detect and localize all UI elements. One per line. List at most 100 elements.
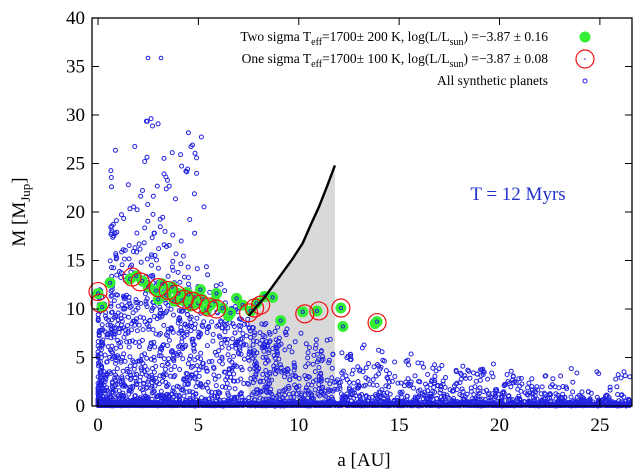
synthetic-planet-point <box>278 365 284 370</box>
synthetic-planet-point <box>205 272 211 278</box>
synthetic-planet-point <box>120 400 126 406</box>
synthetic-planet-point <box>415 388 421 394</box>
synthetic-planet-point <box>99 382 105 388</box>
synthetic-planet-point <box>209 393 215 399</box>
synthetic-planet-point <box>359 345 365 351</box>
synthetic-planet-point <box>503 381 509 387</box>
synthetic-planet-point <box>111 334 117 340</box>
x-tick-label: 20 <box>490 415 509 436</box>
synthetic-planet-point <box>185 361 191 367</box>
synthetic-planet-point <box>468 388 474 394</box>
synthetic-planet-point <box>143 301 149 307</box>
synthetic-planet-point <box>440 381 446 387</box>
synthetic-planet-point <box>213 383 219 389</box>
synthetic-planet-point <box>119 376 125 382</box>
synthetic-planet-point <box>314 351 320 357</box>
synthetic-planet-point <box>296 376 302 381</box>
synthetic-planet-point <box>330 351 336 357</box>
synthetic-planet-point <box>607 384 613 390</box>
synthetic-planet-point <box>111 265 117 271</box>
synthetic-planet-point <box>450 388 456 394</box>
synthetic-planet-point <box>440 378 446 384</box>
synthetic-planet-point <box>134 207 140 213</box>
synthetic-planet-point <box>187 389 193 394</box>
synthetic-planet-point <box>478 373 484 378</box>
synthetic-planet-point <box>96 330 102 336</box>
synthetic-planet-point <box>156 393 162 398</box>
synthetic-planet-point <box>490 361 496 367</box>
synthetic-planet-point <box>238 323 244 329</box>
synthetic-planet-point <box>126 298 132 304</box>
synthetic-planet-point <box>276 400 281 406</box>
synthetic-planet-point <box>504 372 510 377</box>
synthetic-planet-point <box>618 375 624 381</box>
synthetic-planet-point <box>384 375 390 380</box>
synthetic-planet-point <box>177 343 183 349</box>
synthetic-planet-point <box>103 316 109 321</box>
synthetic-planet-point <box>119 318 125 324</box>
synthetic-planet-point <box>168 306 174 312</box>
synthetic-planet-point <box>181 274 187 280</box>
synthetic-planet-point <box>276 335 282 341</box>
synthetic-planet-point <box>182 381 188 387</box>
synthetic-planet-point <box>254 339 260 344</box>
synthetic-planet-point <box>151 388 157 394</box>
synthetic-planet-point <box>196 373 202 379</box>
synthetic-planet-point <box>267 338 273 344</box>
synthetic-planet-point <box>95 317 101 323</box>
synthetic-planet-point <box>164 361 170 366</box>
synthetic-planet-point <box>160 372 166 378</box>
synthetic-planet-point <box>395 380 401 386</box>
synthetic-planet-point <box>570 379 576 385</box>
synthetic-planet-point <box>235 350 241 356</box>
synthetic-planet-point <box>466 368 472 374</box>
x-tick-label: 10 <box>289 415 308 436</box>
synthetic-planet-point <box>140 188 145 193</box>
synthetic-planet-point <box>134 249 140 255</box>
synthetic-planet-point <box>233 342 239 348</box>
synthetic-planet-point <box>251 353 257 359</box>
synthetic-planet-point <box>191 346 197 352</box>
synthetic-planet-point <box>120 368 126 374</box>
legend-label-part: =1700± 200 K, log(L/L <box>322 29 450 44</box>
two-sigma-core <box>374 319 380 324</box>
y-axis-label-sub: Jup <box>18 184 33 202</box>
synthetic-planet-point <box>282 392 288 398</box>
synthetic-planet-point <box>163 186 169 192</box>
synthetic-planet-point <box>238 390 244 396</box>
synthetic-planet-point <box>313 337 319 343</box>
synthetic-planet-point <box>278 362 283 368</box>
synthetic-planet-point <box>217 334 223 340</box>
synthetic-planet-point <box>316 393 322 399</box>
synthetic-planet-point <box>264 390 270 395</box>
synthetic-planet-point <box>560 384 566 389</box>
synthetic-planet-point <box>425 372 431 377</box>
synthetic-planet-point <box>133 300 139 305</box>
synthetic-planet-point <box>229 359 235 365</box>
synthetic-planet-point <box>430 365 436 371</box>
synthetic-planet-point <box>405 381 411 387</box>
synthetic-planet-point <box>126 314 132 320</box>
synthetic-planet-point <box>238 364 244 370</box>
synthetic-planet-point <box>320 354 325 360</box>
synthetic-planet-point <box>473 402 479 408</box>
synthetic-planet-point <box>267 331 273 337</box>
synthetic-planet-point <box>203 365 209 371</box>
synthetic-planet-point <box>108 168 114 174</box>
synthetic-planet-point <box>525 385 531 391</box>
synthetic-planet-point <box>130 310 136 316</box>
synthetic-planet-point <box>160 214 166 220</box>
synthetic-planet-point <box>198 350 204 356</box>
synthetic-planet-point <box>346 400 352 406</box>
synthetic-planet-point <box>155 393 161 399</box>
synthetic-planet-point <box>150 211 156 217</box>
synthetic-planet-point <box>354 385 360 391</box>
synthetic-planet-point <box>386 379 392 385</box>
synthetic-planet-point <box>437 400 443 406</box>
synthetic-planet-point <box>144 304 150 310</box>
synthetic-planet-point <box>235 378 241 384</box>
y-tick-label: 0 <box>76 396 86 417</box>
synthetic-planet-point <box>355 364 361 370</box>
two-sigma-core <box>234 296 239 301</box>
two-sigma-core <box>95 291 101 296</box>
